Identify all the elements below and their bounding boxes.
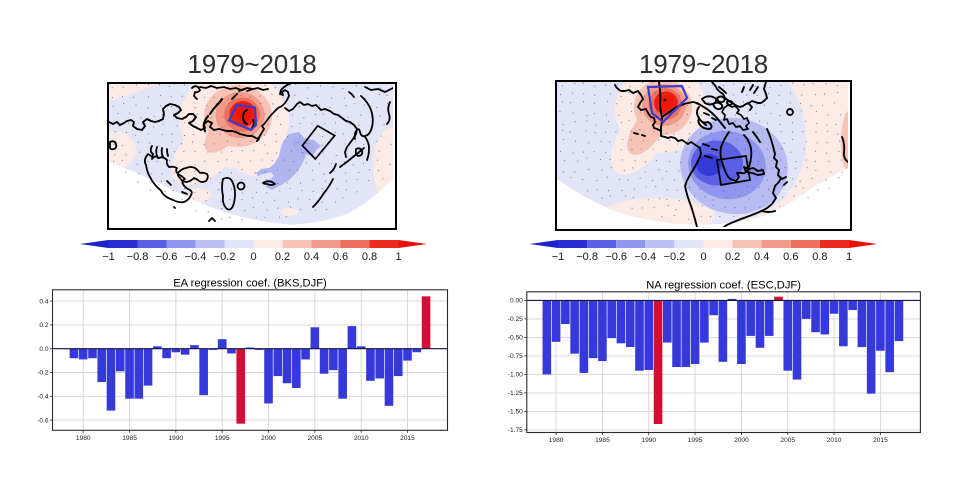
- svg-text:1990: 1990: [169, 435, 184, 442]
- svg-text:0.6: 0.6: [783, 251, 798, 263]
- svg-text:EA regression coef. (BKS,DJF): EA regression coef. (BKS,DJF): [173, 277, 327, 289]
- svg-text:-0.50: -0.50: [508, 335, 523, 342]
- svg-text:0: 0: [250, 251, 256, 263]
- svg-text:0.2: 0.2: [39, 322, 48, 329]
- svg-text:0.4: 0.4: [304, 251, 319, 263]
- svg-text:0.00: 0.00: [510, 298, 523, 305]
- svg-text:0.4: 0.4: [39, 298, 48, 305]
- svg-text:0.8: 0.8: [362, 251, 377, 263]
- svg-text:2005: 2005: [308, 435, 323, 442]
- svg-text:1995: 1995: [688, 437, 703, 444]
- svg-text:0.8: 0.8: [812, 251, 827, 263]
- svg-text:2015: 2015: [873, 437, 888, 444]
- svg-text:0.0: 0.0: [39, 346, 48, 353]
- svg-text:0.2: 0.2: [725, 251, 740, 263]
- svg-text:1: 1: [846, 251, 852, 263]
- svg-text:−0.8: −0.8: [576, 251, 598, 263]
- svg-text:2000: 2000: [734, 437, 749, 444]
- svg-text:−0.2: −0.2: [664, 251, 686, 263]
- svg-text:1995: 1995: [215, 435, 230, 442]
- svg-text:−0.2: −0.2: [214, 251, 236, 263]
- svg-text:-1.25: -1.25: [508, 390, 523, 397]
- svg-text:2010: 2010: [827, 437, 842, 444]
- svg-text:−0.6: −0.6: [156, 251, 178, 263]
- svg-text:-0.2: -0.2: [37, 370, 49, 377]
- svg-text:2000: 2000: [261, 435, 276, 442]
- svg-text:2015: 2015: [400, 435, 415, 442]
- svg-text:−0.8: −0.8: [127, 251, 149, 263]
- svg-text:0.2: 0.2: [275, 251, 290, 263]
- svg-text:-0.25: -0.25: [508, 316, 523, 323]
- svg-text:1: 1: [395, 251, 401, 263]
- svg-text:2005: 2005: [780, 437, 795, 444]
- svg-text:0.6: 0.6: [333, 251, 348, 263]
- svg-text:1985: 1985: [595, 437, 610, 444]
- svg-text:-0.75: -0.75: [508, 353, 523, 360]
- svg-text:-1.50: -1.50: [508, 409, 523, 416]
- svg-text:−1: −1: [102, 251, 115, 263]
- svg-text:0.4: 0.4: [754, 251, 769, 263]
- svg-text:−0.4: −0.4: [185, 251, 207, 263]
- svg-text:1980: 1980: [76, 435, 91, 442]
- svg-text:1985: 1985: [122, 435, 137, 442]
- svg-text:-0.6: -0.6: [37, 417, 49, 424]
- svg-text:-1.00: -1.00: [508, 372, 523, 379]
- svg-text:NA regression coef. (ESC,DJF): NA regression coef. (ESC,DJF): [646, 279, 801, 291]
- svg-text:−0.6: −0.6: [605, 251, 627, 263]
- svg-text:-1.75: -1.75: [508, 427, 523, 434]
- svg-text:-0.4: -0.4: [37, 394, 49, 401]
- svg-text:1980: 1980: [549, 437, 564, 444]
- svg-text:−0.4: −0.4: [634, 251, 656, 263]
- svg-text:1990: 1990: [641, 437, 656, 444]
- svg-text:0: 0: [700, 251, 706, 263]
- svg-text:2010: 2010: [354, 435, 369, 442]
- svg-text:−1: −1: [552, 251, 565, 263]
